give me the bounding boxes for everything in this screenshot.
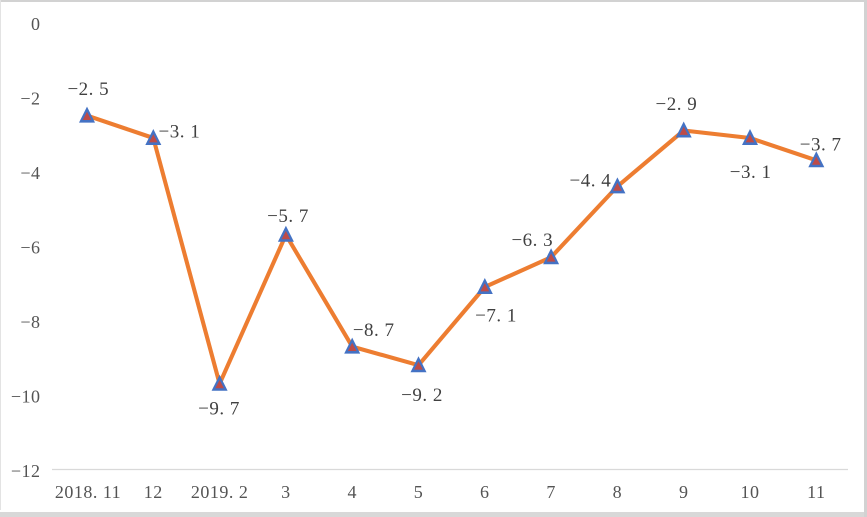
svg-text:12: 12	[144, 482, 163, 502]
svg-text:8: 8	[613, 482, 623, 502]
svg-text:−8: −8	[20, 312, 40, 332]
svg-text:9: 9	[679, 482, 689, 502]
svg-text:7: 7	[546, 482, 556, 502]
svg-text:−6: −6	[20, 238, 40, 258]
svg-text:−4: −4	[20, 163, 40, 183]
svg-text:−3. 1: −3. 1	[730, 162, 772, 183]
svg-text:11: 11	[807, 482, 825, 502]
svg-text:−4. 4: −4. 4	[570, 170, 612, 191]
svg-text:−2. 9: −2. 9	[656, 94, 698, 115]
svg-text:−9. 7: −9. 7	[198, 398, 240, 419]
svg-text:−8. 7: −8. 7	[353, 320, 395, 341]
svg-text:−7. 1: −7. 1	[475, 305, 517, 326]
svg-text:2018. 11: 2018. 11	[55, 482, 121, 502]
svg-text:−3. 7: −3. 7	[800, 134, 842, 155]
svg-text:3: 3	[281, 482, 291, 502]
svg-text:10: 10	[741, 482, 760, 502]
svg-text:6: 6	[480, 482, 490, 502]
svg-text:−2: −2	[20, 89, 40, 109]
svg-text:−2. 5: −2. 5	[67, 79, 109, 100]
svg-text:4: 4	[347, 482, 357, 502]
svg-text:−3. 1: −3. 1	[159, 122, 201, 143]
svg-text:−5. 7: −5. 7	[267, 206, 309, 227]
svg-text:−12: −12	[11, 461, 41, 481]
svg-text:−10: −10	[11, 387, 41, 407]
svg-text:5: 5	[414, 482, 424, 502]
svg-text:−9. 2: −9. 2	[401, 385, 443, 406]
svg-text:−6. 3: −6. 3	[511, 230, 553, 251]
svg-text:2019. 2: 2019. 2	[191, 482, 249, 502]
svg-text:0: 0	[31, 14, 41, 34]
